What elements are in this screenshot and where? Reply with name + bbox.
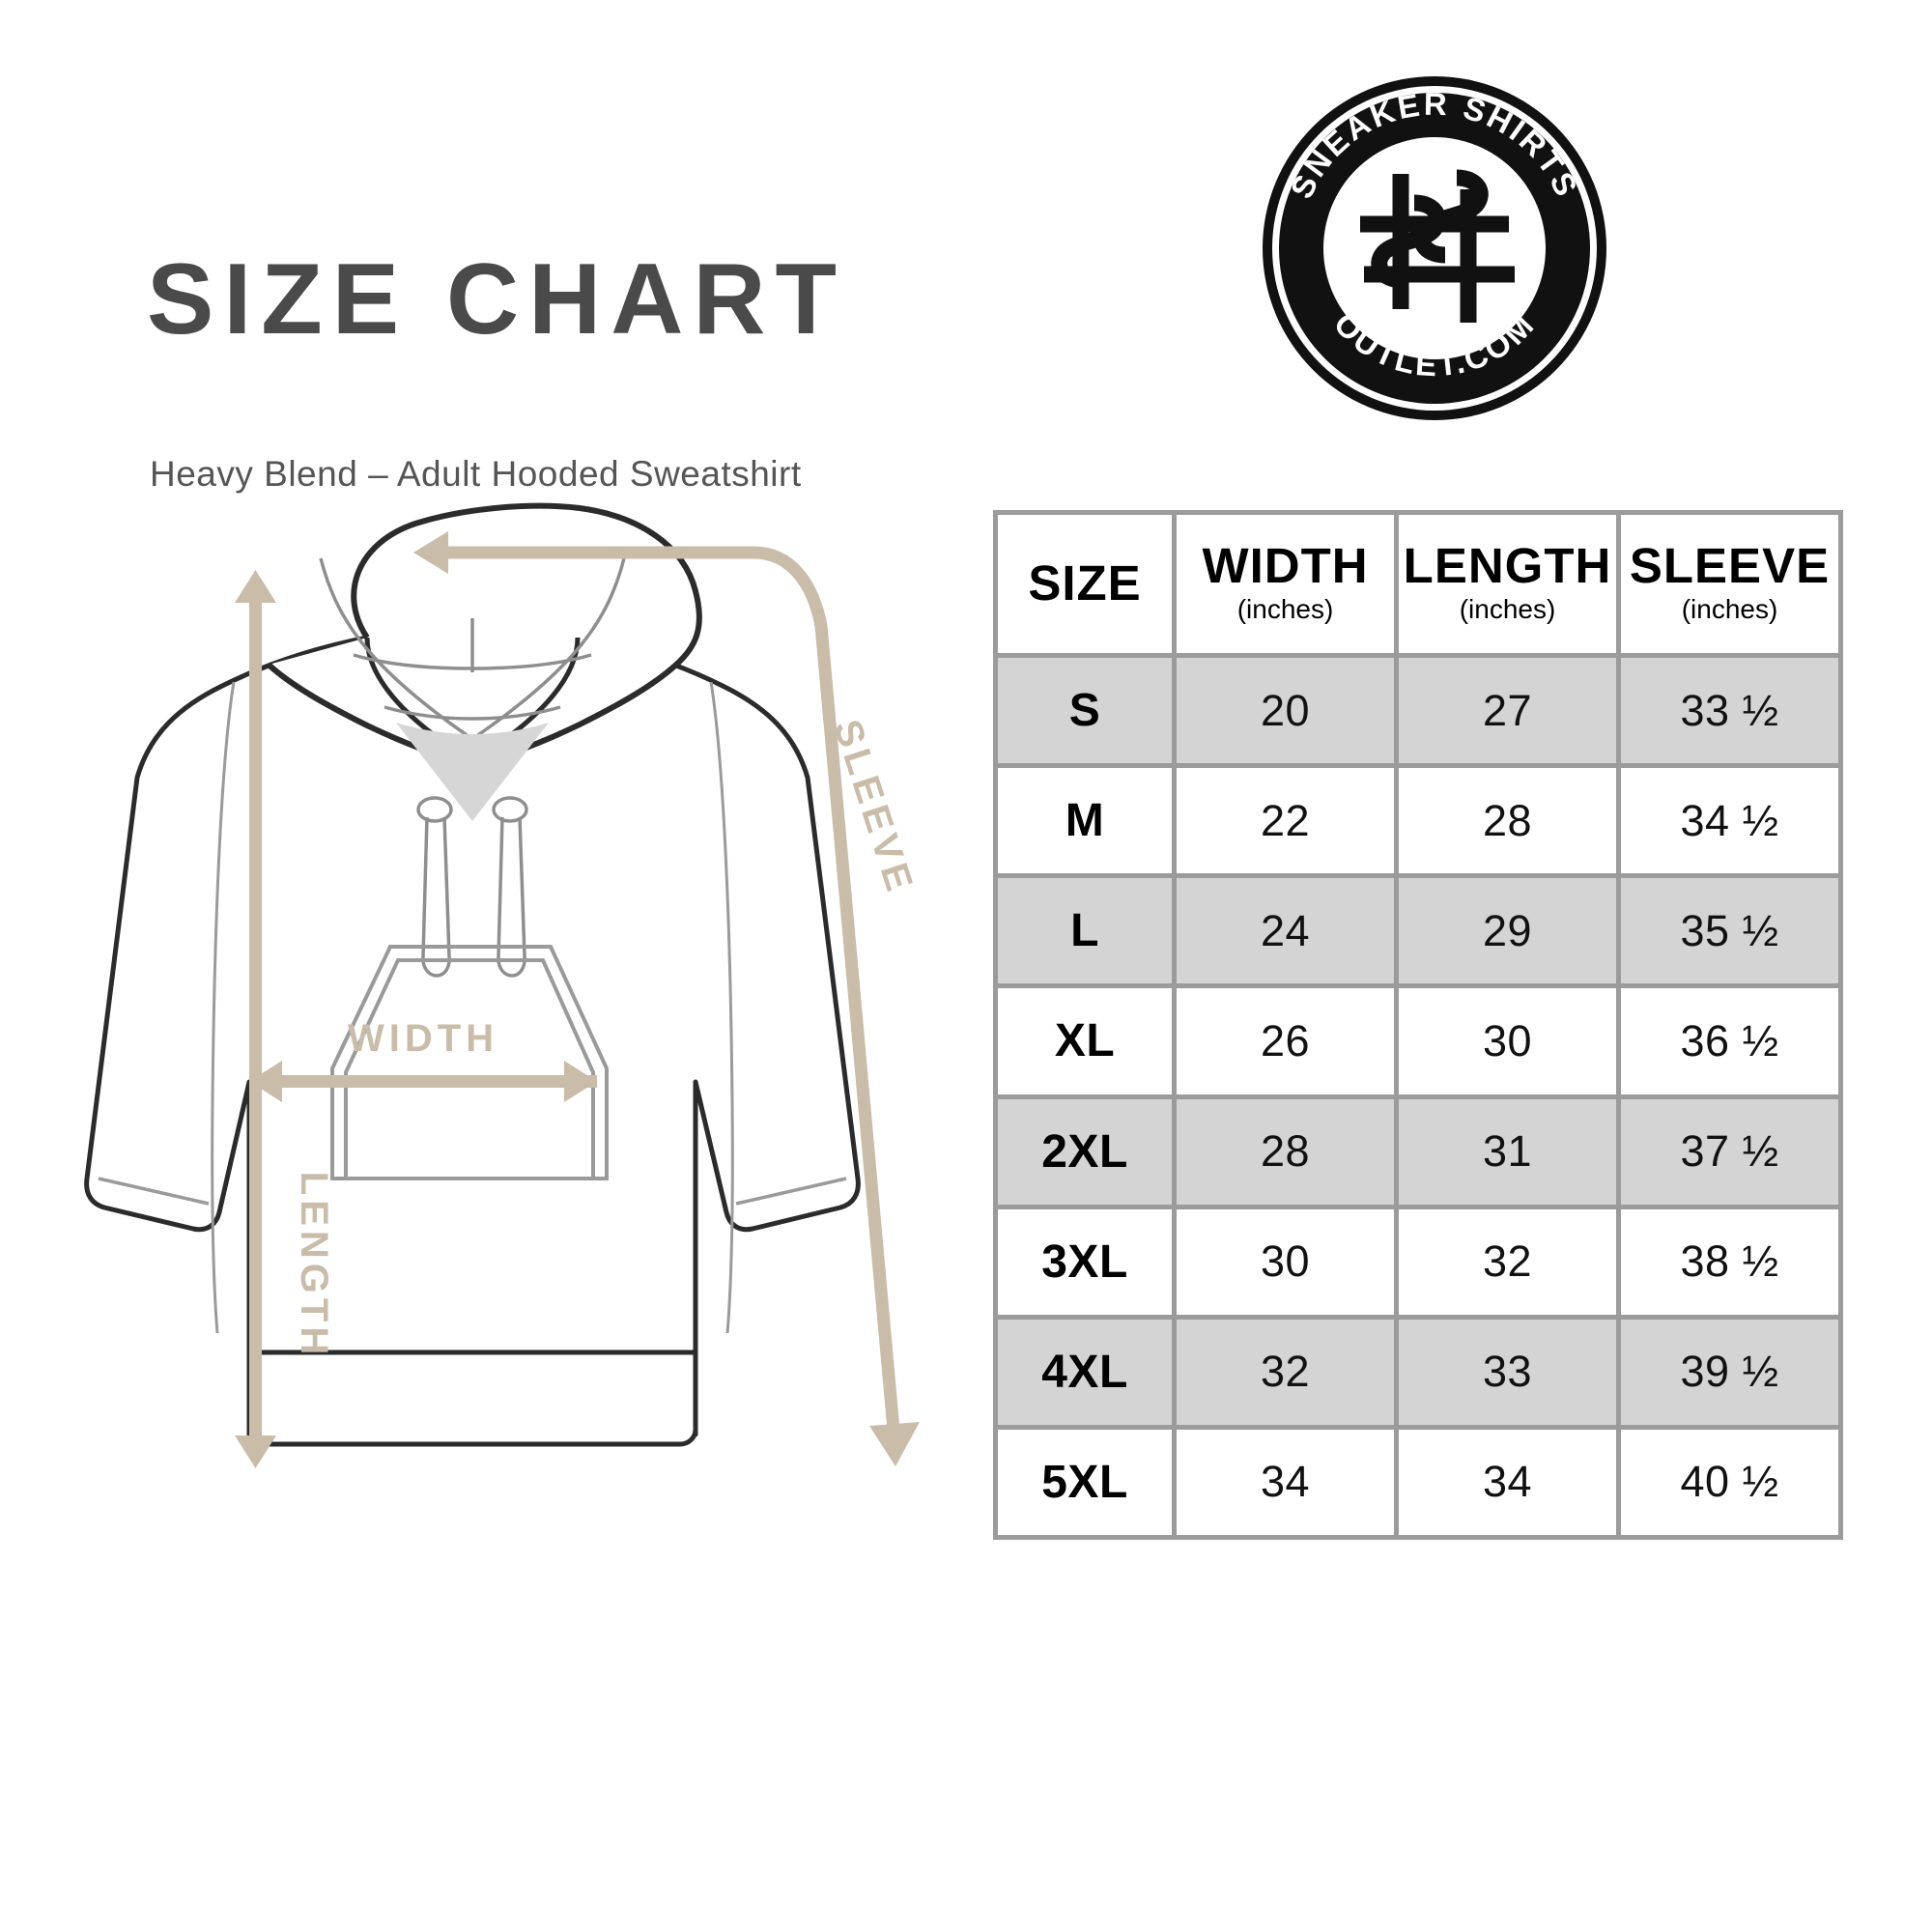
cell-length: 27 (1394, 652, 1621, 769)
cell-length: 32 (1394, 1204, 1621, 1320)
column-header-sleeve: SLEEVE (inches) (1616, 510, 1843, 658)
hoodie-hood (266, 502, 702, 821)
hoodie-seams (211, 681, 734, 1334)
table-row: 5XL 34 34 40 ½ (993, 1424, 1843, 1541)
width-label: WIDTH (348, 1017, 498, 1060)
column-header-length: LENGTH (inches) (1394, 510, 1621, 658)
cell-length: 33 (1394, 1314, 1621, 1430)
cell-size: S (993, 652, 1177, 769)
cell-length: 31 (1394, 1094, 1621, 1209)
cell-size: 5XL (993, 1424, 1177, 1541)
cell-sleeve: 40 ½ (1616, 1424, 1843, 1541)
hoodie-drawstrings (416, 796, 528, 978)
cell-size: M (993, 763, 1177, 879)
table-header-row: SIZE WIDTH (inches) LENGTH (inches) SLEE… (993, 510, 1843, 658)
cell-width: 28 (1172, 1094, 1399, 1209)
table-row: S 20 27 33 ½ (993, 652, 1843, 769)
cell-sleeve: 39 ½ (1616, 1314, 1843, 1430)
cell-length: 30 (1394, 983, 1621, 1099)
table-row: XL 26 30 36 ½ (993, 983, 1843, 1099)
cell-sleeve: 37 ½ (1616, 1094, 1843, 1209)
column-header-width-main: WIDTH (1202, 537, 1369, 593)
table-row: M 22 28 34 ½ (993, 763, 1843, 879)
table-row: L 24 29 35 ½ (993, 873, 1843, 989)
page-subtitle: Heavy Blend – Adult Hooded Sweatshirt (150, 454, 802, 494)
cell-length: 28 (1394, 763, 1621, 879)
page-title: SIZE CHART (147, 243, 846, 355)
column-header-sleeve-unit: (inches) (1681, 593, 1778, 624)
cell-sleeve: 35 ½ (1616, 873, 1843, 989)
table-row: 2XL 28 31 37 ½ (993, 1094, 1843, 1209)
cell-width: 26 (1172, 983, 1399, 1099)
column-header-size-main: SIZE (1028, 555, 1142, 611)
sleeve-arrow (413, 531, 920, 1466)
hoodie-diagram: WIDTH LENGTH SLEEVE (77, 502, 1053, 1604)
hoodie-waistband (246, 1350, 698, 1447)
size-table-head: SIZE WIDTH (inches) LENGTH (inches) SLEE… (993, 510, 1843, 658)
column-header-sleeve-main: SLEEVE (1629, 537, 1831, 593)
width-arrow (249, 1061, 597, 1102)
cell-sleeve: 34 ½ (1616, 763, 1843, 879)
cell-size: L (993, 873, 1177, 989)
length-label: LENGTH (293, 1172, 335, 1359)
cell-width: 24 (1172, 873, 1399, 989)
cell-length: 34 (1394, 1424, 1621, 1541)
table-row: 4XL 32 33 39 ½ (993, 1314, 1843, 1430)
cell-size: XL (993, 983, 1177, 1099)
column-header-length-main: LENGTH (1403, 537, 1612, 593)
length-arrow (235, 570, 276, 1468)
table-row: 3XL 30 32 38 ½ (993, 1204, 1843, 1320)
logo-monogram-icon (1360, 169, 1515, 323)
size-table-container: SIZE WIDTH (inches) LENGTH (inches) SLEE… (993, 510, 1843, 1541)
column-header-width-unit: (inches) (1236, 593, 1334, 624)
cell-size: 2XL (993, 1094, 1177, 1209)
brand-logo: SNEAKER SHIRTS OUTLET.COM (1256, 70, 1613, 427)
cell-size: 4XL (993, 1314, 1177, 1430)
column-header-length-unit: (inches) (1459, 593, 1556, 624)
hoodie-pocket (330, 945, 609, 1180)
logo-badge-icon: SNEAKER SHIRTS OUTLET.COM (1263, 76, 1606, 420)
cell-length: 29 (1394, 873, 1621, 989)
cell-sleeve: 38 ½ (1616, 1204, 1843, 1320)
cell-width: 20 (1172, 652, 1399, 769)
size-table-body: S 20 27 33 ½ M 22 28 34 ½ L 24 29 35 ½ XL 26 30 36 ½ 2XL… (993, 652, 1843, 1541)
cell-width: 32 (1172, 1314, 1399, 1430)
size-table: SIZE WIDTH (inches) LENGTH (inches) SLEE… (993, 510, 1843, 1541)
column-header-size: SIZE (993, 510, 1177, 658)
cell-sleeve: 36 ½ (1616, 983, 1843, 1099)
column-header-width: WIDTH (inches) (1172, 510, 1399, 658)
cell-size: 3XL (993, 1204, 1177, 1320)
cell-width: 34 (1172, 1424, 1399, 1541)
cell-sleeve: 33 ½ (1616, 652, 1843, 769)
cell-width: 30 (1172, 1204, 1399, 1320)
hoodie-cuffs (98, 1177, 847, 1206)
cell-width: 22 (1172, 763, 1399, 879)
